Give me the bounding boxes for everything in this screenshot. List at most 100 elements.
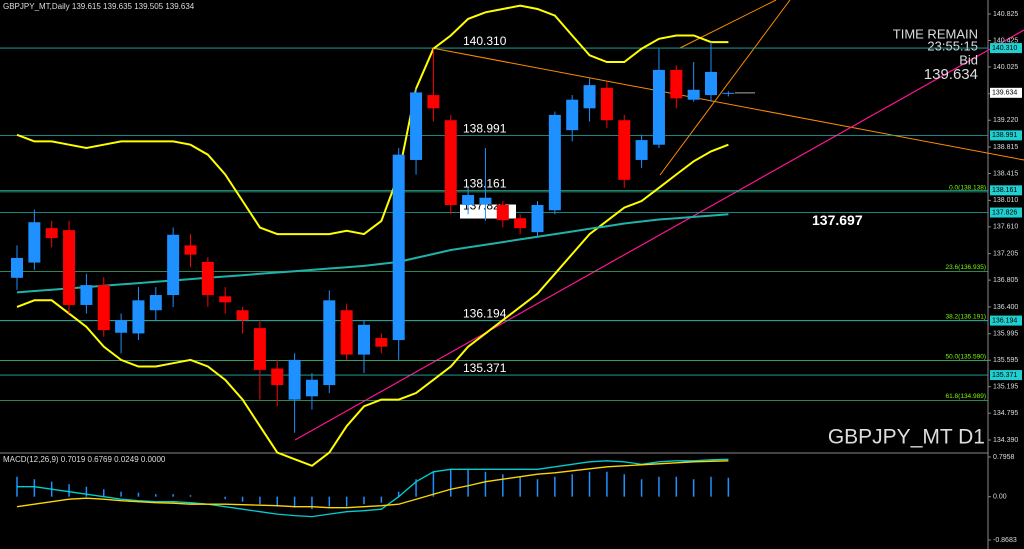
- band-line: [16, 4, 729, 236]
- candle-body: [97, 285, 110, 331]
- axis-level-label: 140.310: [992, 45, 1017, 52]
- bid-text: 139.634: [924, 66, 978, 83]
- fib-label: 50.0(135.590): [946, 353, 986, 360]
- axis-level-label: 135.371: [992, 372, 1017, 379]
- symbol-label: GBPJPY_MT D1: [828, 426, 985, 449]
- y-tick-label: 138.415: [993, 170, 1018, 177]
- candle-body: [410, 92, 423, 160]
- y-tick-label: 135.195: [993, 384, 1018, 391]
- candle-body: [548, 114, 561, 211]
- candle-body: [705, 71, 717, 96]
- candle-body: [11, 257, 23, 278]
- candle-body: [115, 320, 128, 333]
- candle-body: [323, 300, 336, 386]
- y-tick-label: 135.595: [993, 357, 1018, 364]
- candle-body: [479, 197, 492, 205]
- axis-level-label: 136.194: [992, 317, 1017, 324]
- candle-body: [670, 69, 683, 99]
- channel-line: [659, 0, 791, 176]
- fib-label: 38.2(136.191): [946, 313, 986, 320]
- axis-box: [990, 43, 1022, 54]
- axis-box: [990, 315, 1022, 326]
- fib-label: 61.8(134.989): [946, 393, 986, 400]
- channel-line: [679, 0, 777, 49]
- candle-body: [236, 310, 249, 321]
- axis-level-label: 138.991: [992, 132, 1017, 139]
- candle-body: [687, 89, 700, 100]
- y-tick-label: 140.825: [993, 11, 1018, 18]
- level-label: 136.194: [463, 307, 507, 321]
- candle-body: [45, 228, 58, 239]
- candle-body: [340, 310, 353, 355]
- candle-body: [167, 234, 180, 296]
- fib-label: 0.0(138.138): [949, 185, 986, 192]
- annotation: 137.697: [812, 212, 863, 228]
- candle-body: [28, 222, 41, 263]
- axis-level-label: 137.826: [992, 209, 1017, 216]
- y-tick-label: 137.205: [993, 250, 1018, 257]
- axis-box: [990, 370, 1022, 381]
- candle-body: [635, 140, 648, 160]
- y-tick-label: 136.400: [993, 304, 1018, 311]
- y-tick-label: 138.010: [993, 197, 1018, 204]
- candle-body: [253, 328, 266, 370]
- level-label: 135.371: [463, 361, 507, 375]
- candle-body: [583, 85, 596, 109]
- y-tick-label: 138.815: [993, 144, 1018, 151]
- axis-box: [990, 130, 1022, 141]
- candle-body: [392, 154, 405, 341]
- info-text: TIME REMAIN: [893, 26, 978, 41]
- band-line: [16, 143, 729, 467]
- candle-body: [358, 324, 370, 355]
- candle-body: [444, 120, 457, 205]
- candle-body: [462, 195, 475, 205]
- y-tick-label: 134.795: [993, 410, 1018, 417]
- candle-body: [288, 359, 301, 400]
- candle-body: [514, 218, 527, 229]
- candle-body: [652, 69, 665, 145]
- candle-body: [496, 204, 509, 221]
- info-text: Bid: [959, 52, 978, 67]
- candle-body: [63, 230, 76, 305]
- band-line: [16, 213, 729, 294]
- candle-body: [132, 300, 145, 334]
- y-tick-label: 140.425: [993, 37, 1018, 44]
- candle-body: [184, 245, 197, 255]
- axis-level-label: 138.161: [992, 187, 1017, 194]
- y-tick-label: 140.025: [993, 64, 1018, 71]
- macd-title: MACD(12,26,9) 0.7019 0.6769 0.0249 0.000…: [3, 455, 166, 464]
- candle-body: [271, 368, 284, 386]
- axis-box: [990, 207, 1022, 218]
- candle-body: [566, 99, 579, 131]
- level-label: 138.991: [463, 122, 507, 136]
- y-tick-label: 0.00: [993, 494, 1007, 501]
- macd-line: [17, 458, 729, 518]
- candle-body: [305, 379, 318, 397]
- candle-body: [149, 295, 162, 311]
- chart-title: GBPJPY_MT,Daily 139.615 139.635 139.505 …: [3, 2, 195, 11]
- y-tick-label: -0.8683: [993, 537, 1017, 544]
- candle-body: [80, 285, 93, 305]
- trendline: [294, 29, 1024, 441]
- macd-line: [16, 460, 729, 509]
- info-text: 23:55:15: [927, 38, 978, 53]
- level-label: 140.310: [463, 34, 507, 48]
- axis-box: [990, 185, 1022, 196]
- candle-body: [600, 87, 613, 121]
- axis-box: [990, 87, 1022, 98]
- candle-body: [427, 95, 440, 109]
- y-tick-label: 139.220: [993, 117, 1018, 124]
- candle-body: [722, 92, 735, 94]
- level-label: 138.161: [463, 177, 507, 191]
- y-tick-label: 134.390: [993, 437, 1018, 444]
- axis-bid-label: 139.634: [992, 90, 1017, 97]
- y-tick-label: 137.610: [993, 224, 1018, 231]
- candle-body: [618, 120, 631, 180]
- trendline: [431, 47, 1024, 161]
- fib-label: 23.6(136.935): [946, 264, 986, 271]
- candle-body: [531, 204, 544, 233]
- candle-body: [201, 261, 214, 296]
- y-tick-label: 135.995: [993, 331, 1018, 338]
